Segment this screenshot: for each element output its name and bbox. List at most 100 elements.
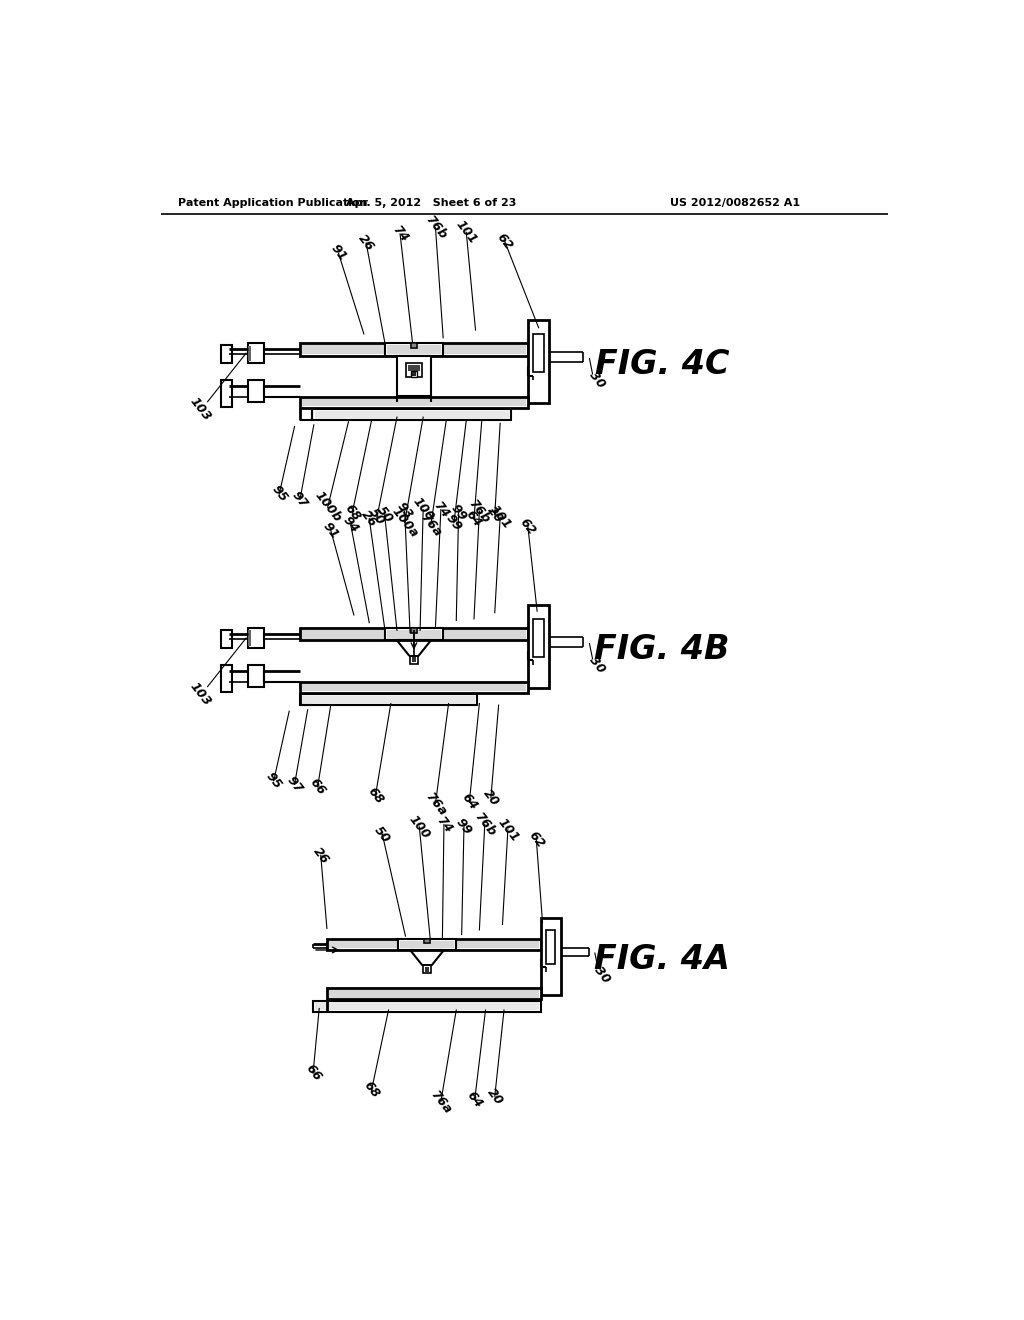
Bar — [387, 630, 441, 639]
Text: 68: 68 — [361, 1080, 382, 1101]
Bar — [397, 940, 457, 950]
Bar — [300, 628, 528, 640]
Text: US 2012/0082652 A1: US 2012/0082652 A1 — [670, 198, 800, 209]
Text: 50: 50 — [374, 504, 395, 525]
Bar — [249, 346, 252, 360]
Bar — [300, 694, 477, 705]
Bar — [327, 989, 541, 999]
Bar — [546, 929, 555, 964]
Text: 30: 30 — [587, 370, 607, 391]
Text: 100: 100 — [410, 495, 436, 524]
Text: 93: 93 — [394, 500, 415, 521]
Bar — [528, 321, 550, 404]
Text: Apr. 5, 2012   Sheet 6 of 23: Apr. 5, 2012 Sheet 6 of 23 — [346, 198, 516, 209]
Text: FIG. 4B: FIG. 4B — [594, 634, 730, 667]
Bar — [411, 628, 417, 632]
Text: FIG. 4A: FIG. 4A — [594, 942, 730, 975]
Text: 76b: 76b — [466, 496, 493, 525]
Bar — [302, 399, 525, 407]
Bar — [408, 364, 420, 371]
Text: 74: 74 — [389, 223, 411, 244]
Bar — [425, 940, 429, 942]
Bar — [412, 345, 416, 347]
Text: 74: 74 — [433, 813, 455, 836]
Text: 76b: 76b — [422, 214, 449, 242]
Bar — [249, 628, 264, 648]
Text: 103: 103 — [186, 680, 213, 709]
Bar — [407, 363, 422, 378]
Bar — [221, 630, 232, 648]
Bar — [249, 343, 264, 363]
Text: 66: 66 — [302, 1063, 324, 1084]
Bar — [300, 343, 528, 355]
Bar — [249, 631, 252, 645]
Bar — [412, 657, 416, 663]
Text: 91: 91 — [321, 519, 341, 541]
Text: 64: 64 — [459, 791, 480, 813]
Bar — [249, 380, 264, 401]
Text: 100: 100 — [407, 812, 432, 841]
Text: 68: 68 — [365, 785, 386, 807]
Text: 99: 99 — [449, 502, 469, 524]
Bar — [300, 682, 528, 693]
Bar — [330, 941, 539, 948]
Bar — [528, 605, 550, 688]
Bar — [411, 343, 417, 348]
Bar — [330, 990, 539, 998]
Text: 76b: 76b — [471, 810, 498, 840]
Bar — [302, 696, 475, 704]
Bar — [410, 656, 418, 664]
Text: 76a: 76a — [422, 789, 449, 818]
Text: 101: 101 — [495, 816, 521, 845]
Text: 91: 91 — [328, 242, 349, 264]
Text: 100a: 100a — [389, 506, 421, 540]
Text: 103: 103 — [186, 395, 213, 424]
Text: 76a: 76a — [418, 511, 444, 539]
Text: 20: 20 — [484, 1085, 505, 1107]
Bar — [385, 343, 443, 355]
Text: 101: 101 — [453, 218, 479, 247]
Text: 66: 66 — [307, 776, 328, 797]
Text: 26: 26 — [310, 845, 331, 866]
Text: 62: 62 — [517, 516, 539, 537]
Bar — [411, 371, 417, 378]
Text: 50: 50 — [372, 824, 393, 845]
Bar — [397, 355, 431, 396]
Text: 94: 94 — [340, 513, 361, 536]
Text: 26: 26 — [358, 508, 380, 529]
Bar — [541, 917, 561, 995]
Text: 62: 62 — [495, 231, 515, 252]
Text: 95: 95 — [268, 483, 290, 506]
Text: FIG. 4C: FIG. 4C — [595, 348, 729, 381]
Text: 97: 97 — [284, 774, 305, 796]
Bar — [400, 941, 454, 948]
Text: 20: 20 — [484, 504, 505, 525]
Bar — [534, 334, 544, 372]
Text: Patent Application Publication: Patent Application Publication — [178, 198, 368, 209]
Bar — [534, 619, 544, 657]
Bar — [300, 397, 528, 408]
Text: 74: 74 — [430, 499, 452, 520]
Text: 30: 30 — [592, 964, 613, 986]
Text: 97: 97 — [290, 488, 310, 511]
Text: 30: 30 — [587, 655, 607, 676]
Text: 64: 64 — [464, 1089, 485, 1110]
Bar — [327, 940, 541, 950]
Bar — [314, 411, 509, 418]
Bar — [312, 409, 511, 420]
Bar — [221, 665, 232, 692]
Text: 95: 95 — [263, 770, 285, 792]
Text: 99: 99 — [454, 816, 474, 838]
Bar — [313, 1001, 541, 1011]
Text: 26: 26 — [355, 232, 377, 253]
Text: 101: 101 — [487, 503, 513, 532]
Text: 50: 50 — [367, 507, 387, 528]
Bar — [423, 965, 431, 973]
Bar — [387, 345, 441, 354]
Text: 62: 62 — [526, 829, 547, 851]
Bar — [302, 630, 525, 639]
Bar — [315, 1002, 539, 1010]
Text: 99: 99 — [443, 512, 465, 533]
Text: 68: 68 — [342, 502, 362, 524]
Text: 64: 64 — [464, 508, 484, 529]
